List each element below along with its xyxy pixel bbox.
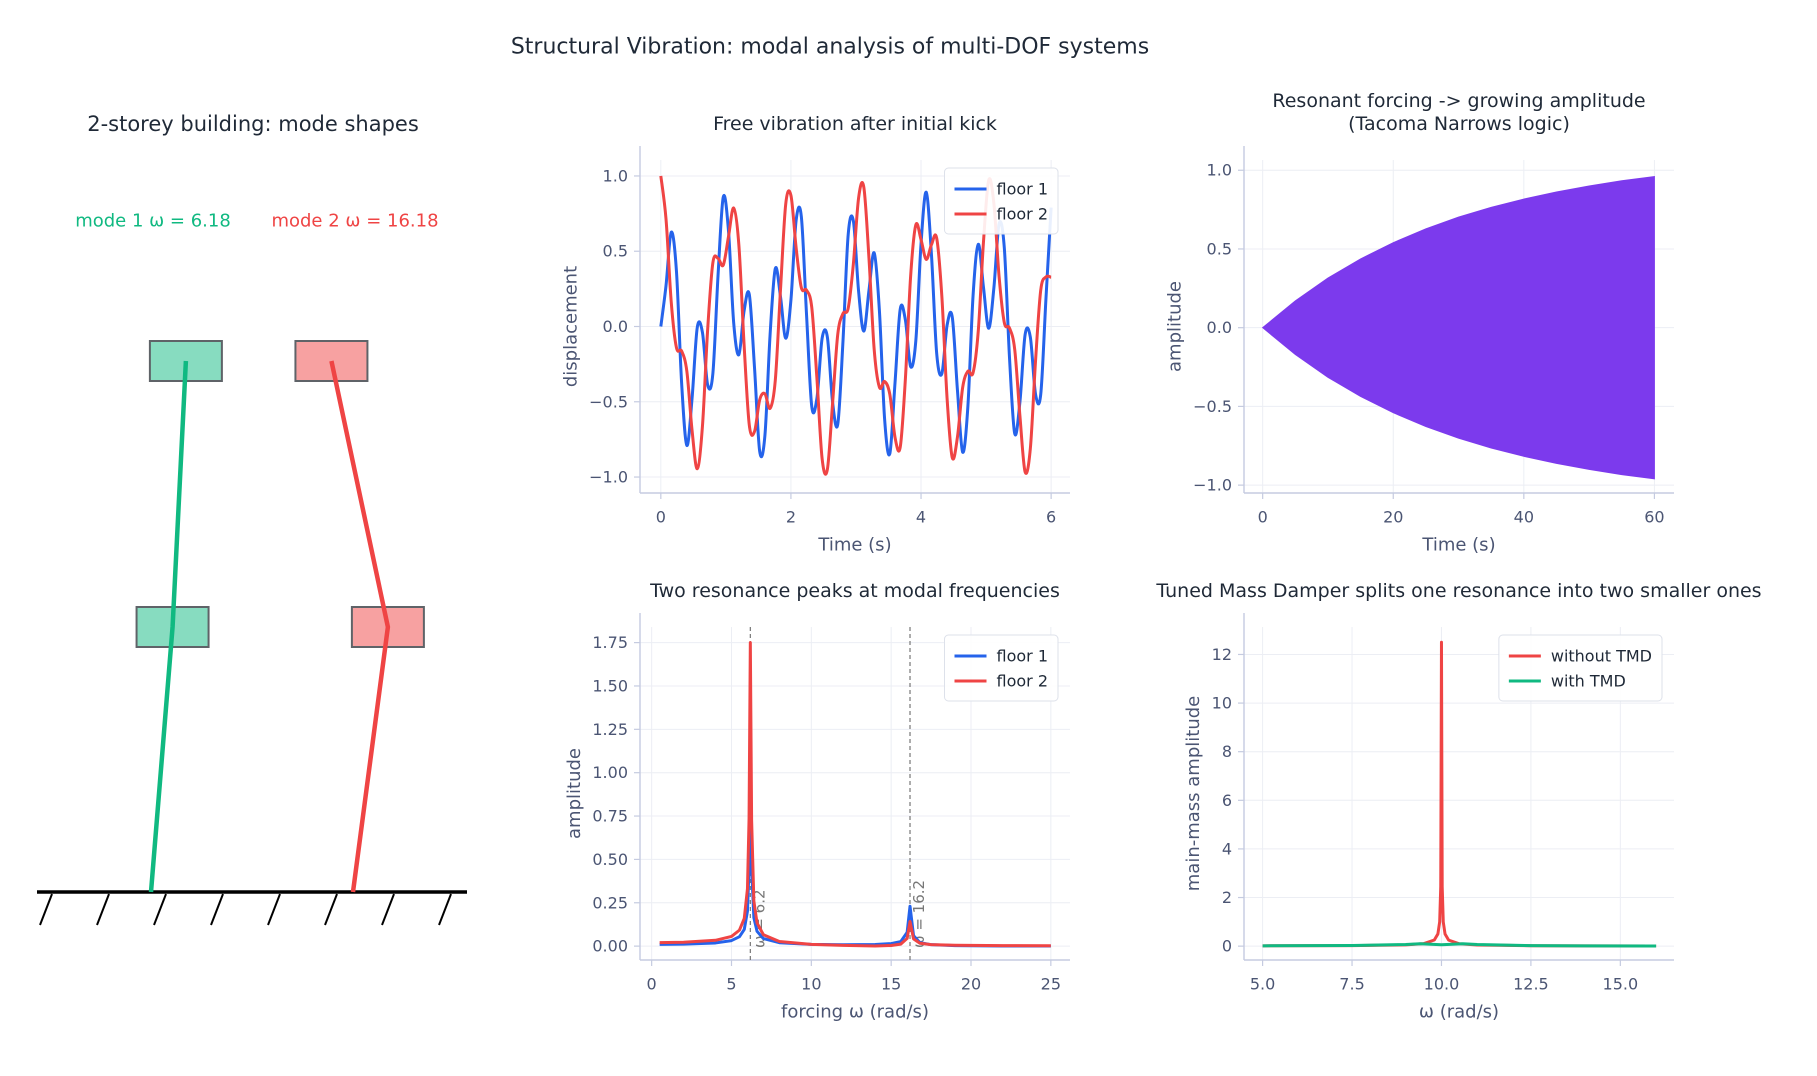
ground-hatch (153, 893, 167, 926)
legend-label: floor 1 (997, 180, 1049, 199)
x-axis-label: Time (s) (1421, 535, 1495, 556)
y-tick-label: −0.5 (589, 392, 628, 411)
mode-label: mode 2 ω = 16.18 (271, 211, 438, 232)
y-tick-label: 0 (1222, 937, 1232, 956)
axes: 0 5 10 15 20 25 0.00 0.25 0.50 0.75 1.00 1.25 1.50 1.… (592, 613, 1070, 994)
y-tick-label: 1.25 (592, 720, 628, 739)
ground-hatch (96, 893, 110, 926)
legend-label: with TMD (1551, 672, 1626, 691)
legend-label: floor 2 (997, 672, 1049, 691)
series-line (659, 641, 1051, 948)
x-tick-label: 12.5 (1513, 975, 1549, 994)
series-line (1262, 942, 1657, 948)
x-tick-label: 20 (961, 975, 981, 994)
y-axis-label: main-mass amplitude (1183, 696, 1204, 891)
y-tick-label: 1.75 (592, 633, 628, 652)
legend-label: floor 2 (997, 205, 1049, 224)
ground-hatch (210, 893, 224, 926)
legend-box (944, 634, 1059, 702)
ground-hatch (267, 893, 281, 926)
x-tick-label: 2 (786, 508, 796, 527)
y-axis-label: amplitude (564, 748, 585, 839)
response-band (1261, 175, 1655, 480)
chart-title: (Tacoma Narrows logic) (1348, 113, 1570, 135)
legend: floor 1 floor 2 (944, 167, 1059, 235)
y-tick-label: 0.00 (592, 937, 628, 956)
y-tick-label: −1.0 (589, 468, 628, 487)
resonance-label: ω = 16.2 (910, 880, 928, 948)
mode-shape-line (148, 360, 189, 893)
chart-title: Two resonance peaks at modal frequencies (649, 580, 1060, 602)
x-axis-label: ω (rad/s) (1419, 1002, 1499, 1023)
x-tick-label: 10 (801, 975, 821, 994)
legend-label: without TMD (1551, 647, 1652, 666)
y-tick-label: −0.5 (1193, 397, 1232, 416)
x-tick-label: 0 (647, 975, 657, 994)
y-tick-label: 1.0 (1207, 161, 1232, 180)
y-tick-label: 10 (1212, 694, 1232, 713)
y-tick-label: 12 (1212, 645, 1232, 664)
mode-shape-line (329, 360, 391, 893)
y-tick-label: 0.0 (1207, 318, 1232, 337)
legend: without TMD with TMD (1498, 634, 1663, 702)
x-axis-label: Time (s) (817, 535, 891, 556)
x-tick-label: 4 (916, 508, 926, 527)
y-tick-label: 8 (1222, 742, 1232, 761)
x-tick-label: 5.0 (1250, 975, 1275, 994)
x-tick-label: 20 (1383, 508, 1403, 527)
legend-label: floor 1 (997, 647, 1049, 666)
x-tick-label: 40 (1514, 508, 1534, 527)
x-tick-label: 10.0 (1424, 975, 1460, 994)
chart-title: Resonant forcing -> growing amplitude (1272, 90, 1645, 112)
x-tick-label: 15 (881, 975, 901, 994)
y-tick-label: 0.50 (592, 850, 628, 869)
chart-title: Tuned Mass Damper splits one resonance i… (1155, 580, 1761, 602)
x-axis-label: forcing ω (rad/s) (781, 1002, 929, 1023)
y-tick-label: 6 (1222, 791, 1232, 810)
legend: floor 1 floor 2 (944, 634, 1059, 702)
chart-title: 2-storey building: mode shapes (87, 112, 419, 136)
y-axis-label: displacement (561, 266, 582, 387)
y-tick-label: −1.0 (1193, 476, 1232, 495)
x-tick-label: 6 (1046, 508, 1056, 527)
x-tick-label: 60 (1644, 508, 1664, 527)
ground-hatch (381, 893, 395, 926)
ground-hatch (39, 893, 53, 926)
x-tick-label: 0 (1258, 508, 1268, 527)
y-tick-label: 0.75 (592, 807, 628, 826)
y-tick-label: 1.00 (592, 763, 628, 782)
axes: 0 2 4 6 −1.0 −0.5 0.0 0.5 1.0 (589, 146, 1070, 527)
y-tick-label: 0.5 (603, 242, 628, 261)
x-tick-label: 0 (656, 508, 666, 527)
chart-title: Free vibration after initial kick (713, 113, 997, 135)
y-tick-label: 0.0 (603, 317, 628, 336)
y-tick-label: 1.50 (592, 676, 628, 695)
legend-box (1498, 634, 1663, 702)
y-tick-label: 4 (1222, 839, 1232, 858)
y-axis-label: amplitude (1165, 281, 1186, 372)
x-tick-label: 5 (726, 975, 736, 994)
mode-label: mode 1 ω = 6.18 (75, 211, 231, 232)
ground-hatch (438, 893, 452, 926)
y-tick-label: 0.5 (1207, 239, 1232, 258)
x-tick-label: 15.0 (1603, 975, 1639, 994)
y-tick-label: 0.25 (592, 893, 628, 912)
x-tick-label: 7.5 (1339, 975, 1364, 994)
ground-hatch (324, 893, 338, 926)
y-tick-label: 2 (1222, 888, 1232, 907)
legend-box (944, 167, 1059, 235)
figure-title: Structural Vibration: modal analysis of … (511, 35, 1149, 60)
series-line (659, 757, 1051, 948)
x-tick-label: 25 (1041, 975, 1061, 994)
y-tick-label: 1.0 (603, 166, 628, 185)
